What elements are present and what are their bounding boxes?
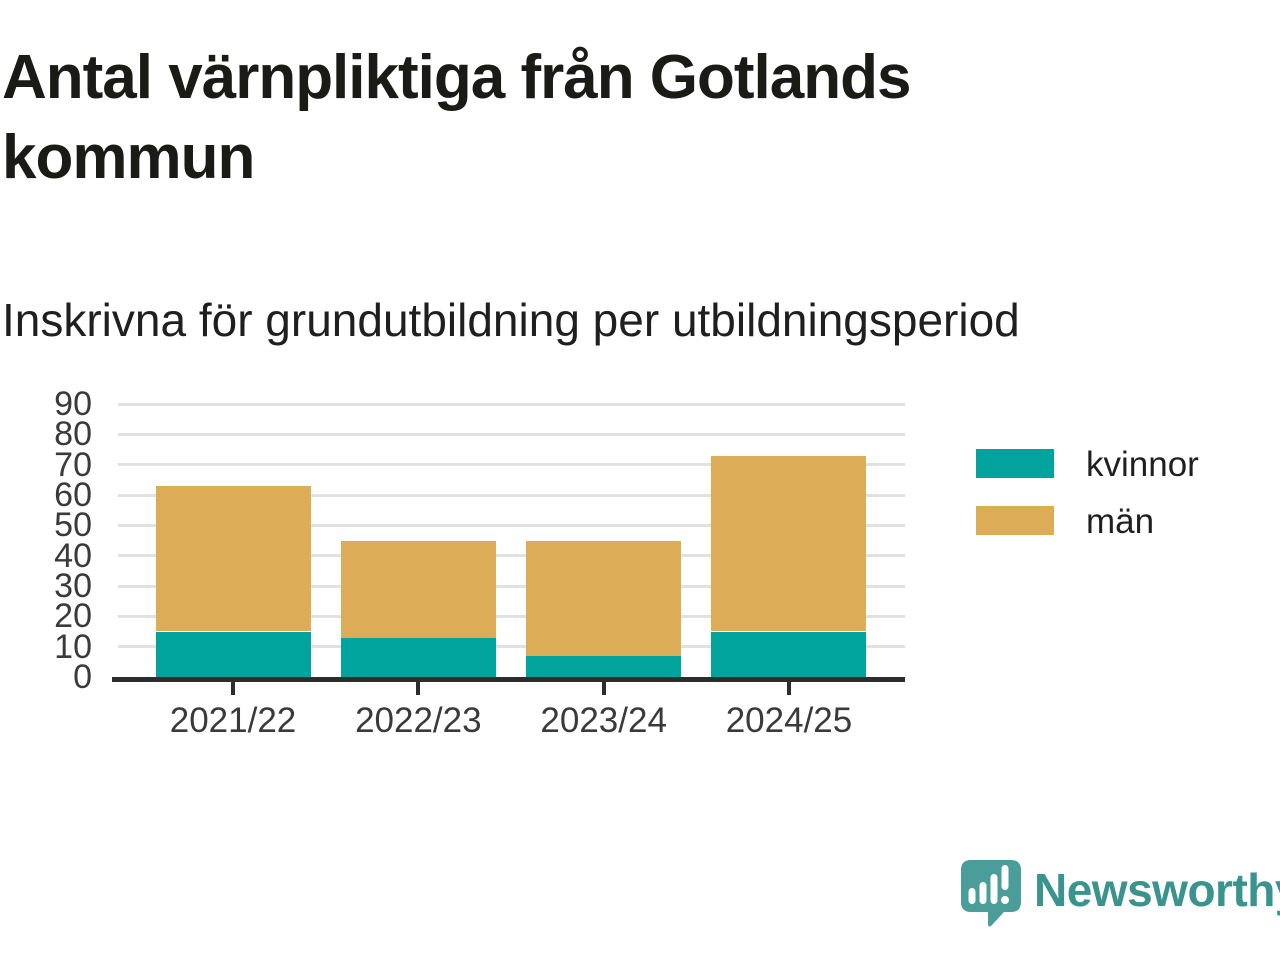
gridline — [118, 584, 905, 588]
y-axis-label: 50 — [54, 506, 92, 545]
y-axis-label: 20 — [54, 597, 92, 636]
legend-label: kvinnor — [1086, 445, 1199, 484]
logo-bar-2 — [979, 882, 987, 904]
x-axis-tick — [786, 682, 791, 695]
y-axis-label: 80 — [54, 415, 92, 454]
x-axis-line — [112, 677, 905, 682]
legend-swatch-män — [976, 506, 1054, 535]
chart-subtitle: Inskrivna för grundutbildning per utbild… — [2, 294, 1020, 346]
x-axis-label: 2024/25 — [725, 701, 853, 740]
y-axis-label: 0 — [73, 658, 92, 696]
y-axis-label: 40 — [54, 536, 92, 575]
legend-label: män — [1086, 502, 1155, 541]
bar-segment-kvinnor — [340, 637, 496, 677]
gridline — [118, 402, 905, 406]
x-axis-tick — [601, 682, 606, 695]
logo-bar-3 — [990, 874, 998, 904]
bar-segment-män — [155, 485, 311, 632]
legend-item: kvinnor — [976, 446, 1236, 486]
legend-swatch-kvinnor — [976, 449, 1054, 478]
gridline — [118, 614, 905, 618]
bar-segment-män — [711, 455, 867, 632]
newsworthy-wordmark: Newsworthy — [1034, 864, 1280, 916]
gridline — [118, 463, 905, 467]
newsworthy-brand: Newsworthy — [958, 858, 1280, 930]
x-axis-label: 2021/22 — [169, 701, 297, 740]
legend-item: män — [976, 503, 1236, 543]
gridline — [118, 432, 905, 436]
logo-bar-1 — [968, 888, 976, 904]
y-axis-label: 10 — [54, 627, 92, 666]
gridline — [118, 554, 905, 558]
bar-segment-kvinnor — [711, 631, 867, 677]
x-axis-label: 2022/23 — [355, 701, 482, 740]
logo-exclamation-bar — [1001, 865, 1009, 890]
gridline — [118, 523, 905, 527]
bar-segment-män — [526, 540, 682, 656]
gridline — [118, 645, 905, 649]
x-axis-tick — [231, 682, 235, 695]
y-axis-label: 90 — [54, 385, 92, 423]
y-axis-label: 60 — [54, 476, 92, 514]
y-axis-label: 70 — [54, 445, 92, 484]
bar-segment-män — [340, 540, 496, 638]
gridline — [118, 493, 905, 497]
bar-chart-speech-bubble-icon — [961, 860, 1021, 927]
bar-segment-kvinnor — [526, 655, 682, 677]
bar-segment-kvinnor — [155, 631, 311, 677]
x-axis-tick — [416, 682, 421, 695]
chart-title: Antal värnpliktiga från Gotlands kommun — [2, 43, 911, 192]
logo-exclamation-dot — [1001, 896, 1009, 904]
x-axis-label: 2023/24 — [540, 701, 667, 740]
y-axis-label: 30 — [54, 567, 92, 605]
